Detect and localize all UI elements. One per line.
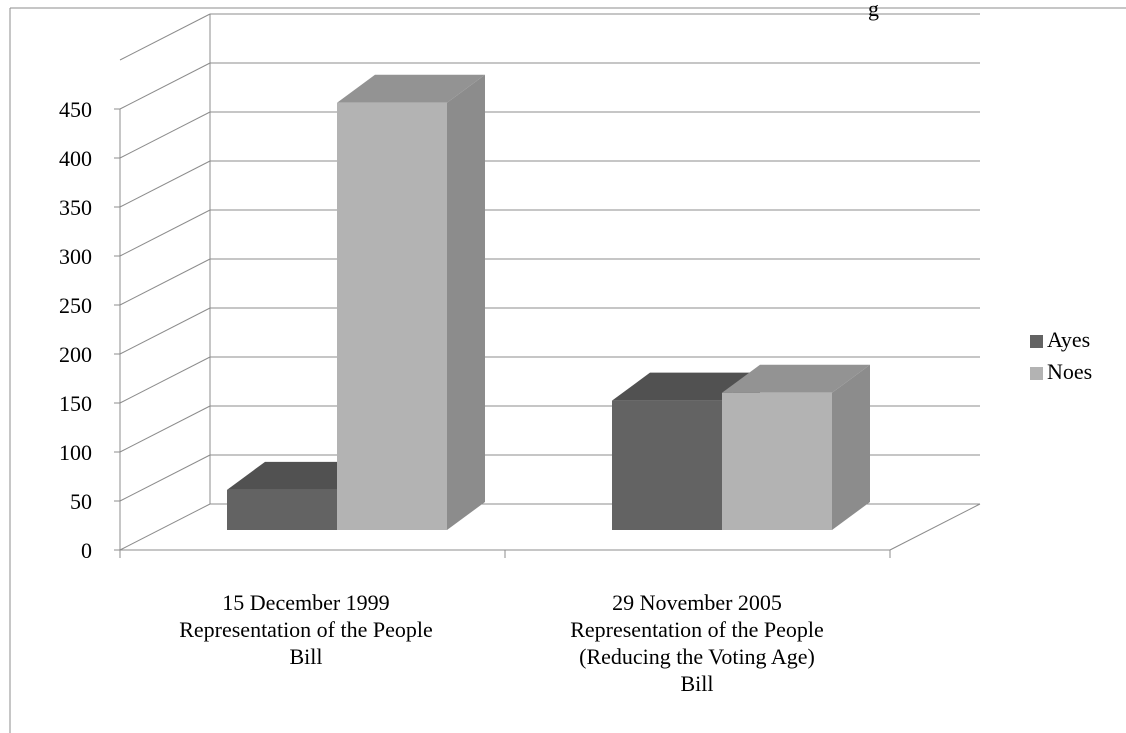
legend-label-ayes: Ayes — [1047, 327, 1090, 352]
bar-top — [722, 364, 870, 393]
y-tick-labels: 0 50 100 150 200 250 300 350 400 450 — [59, 97, 92, 563]
chart-title-fragment: g — [868, 0, 879, 21]
floor-right-edge — [889, 503, 981, 551]
side-wall-line — [119, 13, 211, 61]
y-tick-label: 100 — [59, 440, 92, 465]
category-label-line: 29 November 2005 — [612, 590, 782, 615]
side-wall-line — [119, 160, 211, 208]
side-wall-line — [119, 258, 211, 306]
bar-noes-2 — [722, 364, 870, 530]
bar-side — [447, 74, 485, 530]
category-label-line: Representation of the People — [179, 617, 433, 642]
bar-front — [722, 392, 832, 530]
bar-front — [612, 400, 722, 530]
legend-swatch-noes — [1030, 367, 1043, 380]
category-labels: 15 December 1999 Representation of the Pe… — [179, 590, 824, 696]
chart-frame — [9, 7, 1126, 733]
y-tick-label: 350 — [59, 195, 92, 220]
bar-top — [337, 74, 485, 103]
y-tick-label: 450 — [59, 97, 92, 122]
bar-noes-1 — [337, 74, 485, 530]
side-wall-line — [119, 111, 211, 159]
bar-front — [227, 489, 337, 530]
category-label-line: (Reducing the Voting Age) — [579, 644, 815, 669]
side-wall-line — [119, 62, 211, 110]
side-wall-line — [119, 307, 211, 355]
legend-label-noes: Noes — [1047, 359, 1092, 384]
y-tick-label: 400 — [59, 146, 92, 171]
y-tick-label: 200 — [59, 342, 92, 367]
side-wall-line — [119, 356, 211, 404]
bars — [227, 74, 870, 530]
side-wall-line — [119, 503, 211, 551]
category-label-line: Bill — [289, 644, 322, 669]
y-tick-label: 150 — [59, 391, 92, 416]
y-tick-label: 0 — [81, 538, 92, 563]
bar-side — [832, 364, 870, 530]
y-tick-label: 250 — [59, 293, 92, 318]
category-label-line: Bill — [680, 671, 713, 696]
side-wall-line — [119, 454, 211, 502]
y-tick-label: 50 — [70, 489, 92, 514]
legend: Ayes Noes — [1030, 327, 1092, 384]
category-label: 29 November 2005 Representation of the Pe… — [570, 590, 824, 696]
y-tick-label: 300 — [59, 244, 92, 269]
category-label: 15 December 1999 Representation of the Pe… — [179, 590, 433, 669]
bar-front — [337, 102, 447, 530]
category-label-line: 15 December 1999 — [222, 590, 389, 615]
category-label-line: Representation of the People — [570, 617, 824, 642]
side-wall-line — [119, 405, 211, 453]
side-wall-line — [119, 209, 211, 257]
legend-swatch-ayes — [1030, 335, 1043, 348]
